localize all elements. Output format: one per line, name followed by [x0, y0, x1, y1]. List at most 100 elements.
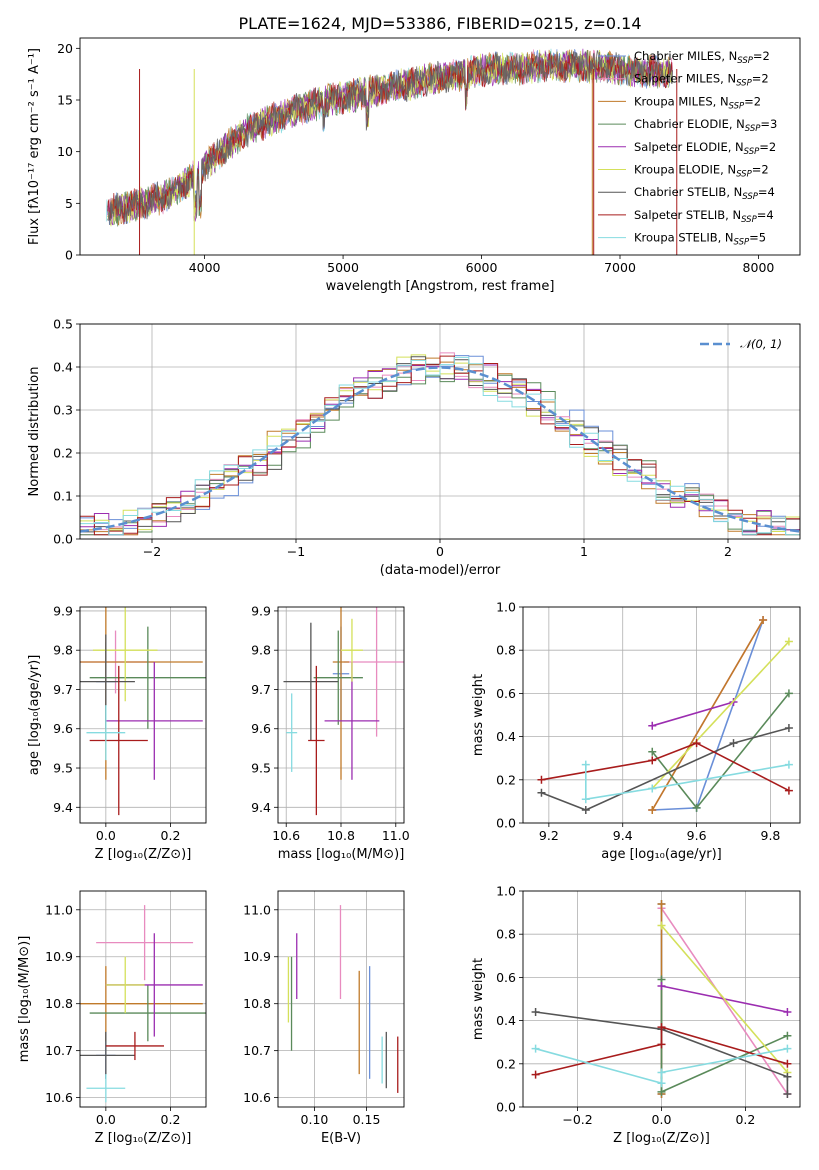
weight-series-salpeter-stelib	[537, 739, 793, 795]
weight-marker	[657, 1068, 666, 1077]
x-axis-label: Z [log₁₀(Z/Z⊙)]	[95, 847, 192, 862]
axes-age-vs-z: 0.0 0.2 9.4 9.5 9.6 9.7 9.8 9.9 Z [log₁₀(Z/Z⊙)] a…	[27, 603, 207, 862]
y-tick-label: 10.6	[45, 1090, 73, 1105]
weight-marker	[692, 739, 701, 748]
y-tick-label: 9.7	[251, 682, 271, 697]
x-tick-label: 0.0	[96, 1112, 116, 1127]
x-tick-label: 0.0	[652, 1112, 672, 1127]
y-tick-label: 0.0	[496, 816, 516, 831]
legend-nssp: =3	[760, 117, 777, 131]
weight-marker	[531, 1007, 540, 1016]
weight-marker	[531, 1070, 540, 1079]
legend-model-name: Chabrier ELODIE, N	[634, 117, 745, 131]
weight-marker	[648, 756, 657, 765]
weight-line	[535, 1011, 789, 1094]
weight-marker	[648, 721, 657, 730]
y-tick-label: 1.0	[496, 884, 516, 899]
weight-line	[660, 907, 789, 1095]
weight-marker	[784, 689, 793, 698]
errorbar-kroupa-elodie	[105, 956, 145, 1014]
legend-subscript: SSP	[737, 56, 753, 66]
errorbars	[80, 607, 206, 816]
weight-marker	[581, 760, 590, 769]
y-tick-label: 9.8	[53, 643, 73, 658]
legend-nssp: =5	[749, 231, 766, 245]
x-tick-label: 1	[580, 544, 588, 559]
weight-line	[541, 727, 790, 811]
x-axis-label: mass [log₁₀(M/M⊙)]	[278, 847, 405, 862]
weight-series-salpeter-elodie	[648, 698, 738, 730]
weight-marker	[784, 637, 793, 646]
weight-marker	[692, 803, 701, 812]
plot-frame	[79, 606, 207, 824]
spectrum-chabrier-stelib	[107, 50, 673, 226]
y-axis-label: mass weight	[471, 958, 486, 1040]
y-tick-label: 0.0	[496, 1100, 516, 1115]
x-tick-label: −2	[143, 544, 161, 559]
legend-nssp: =4	[757, 208, 774, 222]
x-tick-label: 0.2	[735, 1112, 755, 1127]
weight-marker	[783, 1072, 792, 1081]
legend-subscript: SSP	[745, 124, 761, 134]
y-tick-label: 0.4	[53, 360, 73, 375]
weight-marker	[784, 786, 793, 795]
axes-mass-vs-z: 0.0 0.2 10.6 10.7 10.8 10.9 11.0 Z [log₁₀(Z/Z⊙)…	[17, 890, 207, 1146]
legend-entry: Kroupa ELODIE, NSSP=2	[634, 163, 769, 180]
y-tick-label: 9.4	[251, 800, 271, 815]
legend-subscript: SSP	[734, 238, 750, 248]
weight-series-chabrier-elodie	[648, 689, 793, 812]
plot-frame	[522, 606, 801, 824]
weight-line	[651, 692, 790, 810]
histograms	[80, 352, 800, 536]
weight-marker	[783, 1007, 792, 1016]
y-tick-label: 10.7	[45, 1043, 73, 1058]
y-tick-label: 10.7	[243, 1043, 271, 1058]
weight-marker	[657, 921, 666, 930]
y-tick-label: 9.9	[53, 603, 73, 618]
weight-line	[651, 641, 790, 789]
y-tick-label: 0.1	[53, 489, 73, 504]
plot-frame	[277, 890, 405, 1108]
y-tick-label: 0	[65, 248, 73, 263]
y-tick-label: 9.5	[251, 761, 271, 776]
histogram-kroupa-stelib	[80, 356, 800, 536]
weight-marker	[537, 788, 546, 797]
y-tick-label: 9.5	[53, 761, 73, 776]
weight-marker	[648, 784, 657, 793]
errorbar-kroupa-stelib	[86, 1074, 126, 1103]
weight-series-kroupa-miles	[648, 615, 768, 815]
x-axis-label: wavelength [Angstrom, rest frame]	[326, 279, 555, 294]
x-tick-label: 0.2	[161, 1112, 181, 1127]
y-axis-label: Flux [fλ10⁻¹⁷ erg cm⁻² s⁻¹ A⁻¹]	[27, 48, 42, 245]
y-tick-label: 0.2	[496, 772, 516, 787]
y-tick-label: 9.6	[53, 721, 73, 736]
legend-nssp: =2	[752, 72, 769, 86]
normal-curve	[80, 366, 800, 533]
x-tick-label: −0.2	[562, 1112, 592, 1127]
y-tick-label: 11.0	[45, 902, 73, 917]
axes-weight-vs-z: −0.2 0.0 0.2 0.0 0.2 0.4 0.6 0.8 1.0 Z [log₁₀(Z/Z…	[471, 884, 801, 1146]
axes-residuals: −2 −1 0 1 2 0.0 0.1 0.2 0.3 0.4 0.5 (data-model)/er…	[27, 317, 801, 578]
plot-frame	[522, 890, 801, 1108]
y-tick-label: 0.4	[496, 729, 516, 744]
legend-model-name: Kroupa MILES, N	[634, 94, 729, 108]
weight-line	[535, 1047, 788, 1085]
weight-marker	[531, 1044, 540, 1053]
legend-nssp: =4	[758, 185, 775, 199]
errorbars	[283, 607, 404, 816]
y-tick-label: 11.0	[243, 902, 271, 917]
legend-entry: Kroupa MILES, NSSP=2	[634, 94, 761, 111]
x-tick-label: 7000	[604, 260, 636, 275]
x-tick-label: 9.4	[613, 828, 633, 843]
plot-frame	[79, 890, 207, 1108]
x-tick-label: 9.6	[687, 828, 707, 843]
weight-marker	[783, 1059, 792, 1068]
weight-series-kroupa-elodie	[657, 921, 792, 1077]
x-tick-label: 8000	[743, 260, 775, 275]
x-axis-label: E(B-V)	[321, 1131, 361, 1146]
plot-frame	[277, 606, 405, 824]
legend-model-name: Salpeter ELODIE, N	[634, 140, 744, 154]
